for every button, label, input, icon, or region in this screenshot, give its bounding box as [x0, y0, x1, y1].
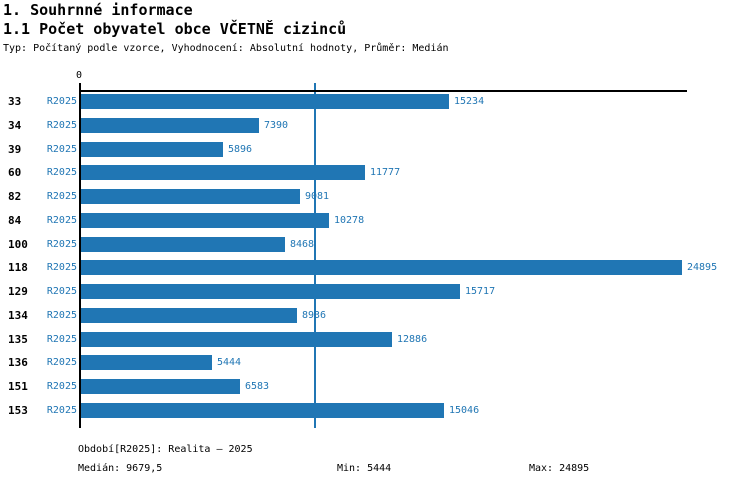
bar — [81, 94, 449, 109]
row-series-label: R2025 — [46, 262, 77, 274]
row-series-label: R2025 — [46, 357, 77, 369]
y-axis-line — [79, 83, 81, 428]
bar-value-label: 5896 — [228, 143, 253, 155]
bar — [81, 307, 297, 323]
row-category-label: 100 — [8, 237, 28, 251]
bar-value-label: 11777 — [370, 167, 401, 179]
bar-value-label: 7390 — [264, 119, 289, 131]
x-axis-line — [79, 90, 687, 92]
bar — [81, 236, 285, 252]
row-category-label: 33 — [8, 95, 22, 108]
bar-value-label: 5444 — [217, 357, 242, 369]
row-category-label: 151 — [8, 380, 28, 394]
bar-value-label: 10278 — [334, 214, 365, 226]
row-series-label: R2025 — [46, 309, 77, 321]
bar-value-label: 6583 — [245, 381, 270, 393]
bar-value-label: 15234 — [454, 96, 485, 107]
row-category-label: 129 — [8, 285, 28, 299]
x-axis-zero-label: 0 — [76, 70, 83, 81]
bar — [81, 284, 460, 300]
row-series-label: R2025 — [46, 167, 77, 179]
row-category-label: 118 — [8, 261, 28, 275]
population-bar-chart: 0 33 R2025 15234 34 R2025 7390 39 R2025 5896 60 R2… — [0, 70, 750, 430]
row-category-label: 153 — [8, 404, 28, 417]
bar-value-label: 8468 — [290, 238, 315, 250]
max-stat: Max: 24895 — [529, 463, 590, 474]
row-series-label: R2025 — [46, 191, 77, 203]
bar — [81, 355, 212, 371]
period-label: Období[R2025]: Realita – 2025 — [78, 444, 253, 455]
bar-value-label: 24895 — [687, 262, 718, 274]
min-stat: Min: 5444 — [337, 463, 392, 474]
chart-type-subtitle: Typ: Počítaný podle vzorce, Vyhodnocení:… — [3, 43, 449, 54]
row-series-label: R2025 — [46, 405, 77, 416]
row-series-label: R2025 — [46, 96, 77, 107]
bar — [81, 117, 259, 133]
bar-value-label: 15046 — [449, 405, 480, 416]
bar — [81, 189, 300, 205]
bar — [81, 141, 223, 157]
row-category-label: 39 — [8, 142, 22, 156]
bar — [81, 260, 682, 276]
bar-value-label: 9081 — [305, 191, 330, 203]
row-series-label: R2025 — [46, 286, 77, 298]
row-category-label: 134 — [8, 308, 28, 322]
section-title: 1. Souhrnné informace — [3, 1, 193, 19]
bar-value-label: 12886 — [397, 333, 428, 345]
row-category-label: 84 — [8, 213, 22, 227]
median-stat: Medián: 9679,5 — [78, 463, 163, 474]
median-line — [313, 83, 316, 428]
row-series-label: R2025 — [46, 119, 77, 131]
row-category-label: 82 — [8, 190, 22, 204]
row-category-label: 60 — [8, 166, 22, 180]
bar-value-label: 15717 — [465, 286, 496, 298]
bar — [81, 165, 365, 181]
row-series-label: R2025 — [46, 214, 77, 226]
row-series-label: R2025 — [46, 143, 77, 155]
bar — [81, 331, 392, 347]
row-series-label: R2025 — [46, 333, 77, 345]
row-category-label: 135 — [8, 332, 28, 346]
bar-value-label: 8936 — [302, 309, 327, 321]
subsection-title: 1.1 Počet obyvatel obce VČETNĚ cizinců — [3, 20, 347, 38]
bar — [81, 403, 444, 418]
row-series-label: R2025 — [46, 381, 77, 393]
bar — [81, 212, 329, 228]
bar — [81, 379, 240, 395]
row-category-label: 136 — [8, 356, 28, 370]
row-category-label: 34 — [8, 118, 22, 132]
row-series-label: R2025 — [46, 238, 77, 250]
